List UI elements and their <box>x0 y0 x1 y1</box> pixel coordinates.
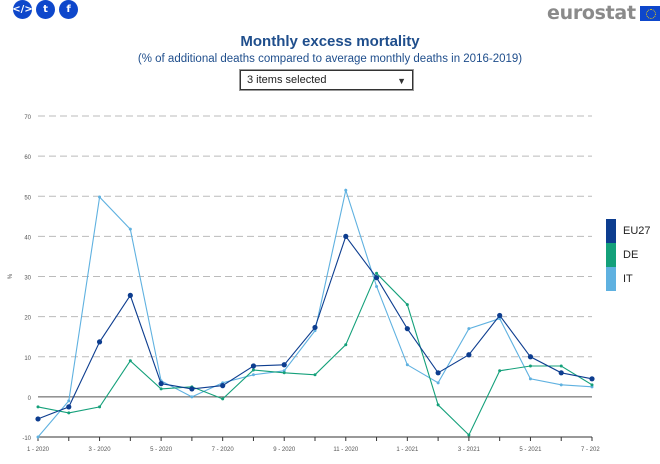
data-point-de <box>128 359 132 363</box>
data-point-eu27 <box>127 292 133 298</box>
legend-item-eu27[interactable]: EU27 <box>606 219 651 243</box>
x-tick-label: 9 - 2020 <box>273 447 296 453</box>
data-point-it <box>405 363 409 367</box>
data-point-eu27 <box>589 376 595 382</box>
data-point-eu27 <box>373 275 380 281</box>
data-point-de <box>344 343 348 347</box>
data-point-it <box>375 285 379 289</box>
x-tick-label: 5 - 2021 <box>519 447 542 453</box>
data-point-eu27 <box>281 362 287 368</box>
data-point-de <box>467 433 471 437</box>
x-tick-label: 3 - 2021 <box>458 447 481 453</box>
x-tick-label: 11 - 2020 <box>333 447 359 453</box>
y-axis-label: % <box>8 273 14 279</box>
data-point-it <box>436 381 440 385</box>
y-tick-label: 60 <box>24 155 31 161</box>
x-tick-label: 7 - 2020 <box>212 447 235 453</box>
data-point-eu27 <box>497 312 503 319</box>
country-select-value: 3 items selected <box>247 74 327 86</box>
data-point-eu27 <box>96 339 103 345</box>
data-point-de <box>498 369 502 373</box>
twitter-icon[interactable]: t <box>36 0 55 19</box>
embed-icon[interactable]: </> <box>12 0 33 19</box>
y-tick-label: 70 <box>24 115 31 121</box>
data-point-de <box>251 368 255 372</box>
data-point-de <box>159 387 163 391</box>
share-buttons: </> t f <box>12 0 78 19</box>
data-point-it <box>559 383 563 387</box>
legend-label: IT <box>623 273 633 285</box>
data-point-eu27 <box>35 416 41 422</box>
data-point-de <box>528 364 532 368</box>
data-point-de <box>436 403 440 407</box>
chevron-down-icon: ▼ <box>397 76 406 86</box>
data-point-eu27 <box>558 370 564 376</box>
data-point-eu27 <box>158 381 164 387</box>
country-select[interactable]: 3 items selected ▼ <box>240 70 413 90</box>
data-point-de <box>405 303 409 307</box>
data-point-eu27 <box>343 233 349 239</box>
data-point-it <box>128 227 132 231</box>
data-point-eu27 <box>66 404 72 410</box>
eu-flag-icon <box>639 5 660 21</box>
data-point-it <box>344 188 348 192</box>
data-point-eu27 <box>189 386 195 392</box>
legend-swatch <box>606 219 616 243</box>
x-tick-label: 3 - 2020 <box>89 447 112 453</box>
legend-label: DE <box>623 249 639 261</box>
facebook-icon[interactable]: f <box>59 0 78 19</box>
x-tick-label: 7 - 2021 <box>581 447 600 453</box>
legend-item-de[interactable]: DE <box>606 243 651 267</box>
data-point-de <box>221 397 225 401</box>
y-tick-label: 50 <box>24 195 31 201</box>
series-line-it <box>37 188 593 438</box>
y-tick-label: 20 <box>24 316 31 322</box>
y-tick-label: 10 <box>24 356 31 362</box>
data-point-de <box>590 383 594 387</box>
y-tick-label: -10 <box>22 436 31 442</box>
data-point-eu27 <box>435 370 441 376</box>
data-point-it <box>98 195 102 199</box>
chart-legend: EU27 DE IT <box>606 219 651 291</box>
logo-wordmark: eurostat <box>547 2 636 24</box>
data-point-de <box>67 411 71 415</box>
x-tick-label: 1 - 2020 <box>27 447 50 453</box>
data-point-de <box>98 405 102 409</box>
data-point-it <box>467 327 471 331</box>
x-tick-label: 1 - 2021 <box>396 447 419 453</box>
legend-label: EU27 <box>623 225 651 237</box>
legend-swatch <box>606 243 616 267</box>
data-point-de <box>313 373 317 377</box>
excess-mortality-chart: -10 0 10 20 30 40 50 60 70 1 - 2020 3 - 2020 5 - 20… <box>8 115 600 453</box>
series-line-de <box>37 272 593 436</box>
data-point-de <box>559 364 563 368</box>
legend-item-it[interactable]: IT <box>606 267 651 291</box>
chart-subtitle: (% of additional deaths compared to aver… <box>137 53 523 65</box>
legend-swatch <box>606 267 616 291</box>
eurostat-logo[interactable]: eurostat <box>547 2 660 24</box>
data-point-it <box>528 377 532 381</box>
data-point-eu27 <box>527 354 534 360</box>
data-point-de <box>282 371 286 375</box>
x-tick-label: 5 - 2020 <box>150 447 173 453</box>
y-tick-label: 40 <box>24 235 31 241</box>
y-tick-label: 30 <box>24 276 31 282</box>
data-point-it <box>67 399 71 403</box>
data-point-eu27 <box>220 383 226 389</box>
data-point-eu27 <box>404 326 410 332</box>
data-point-it <box>251 373 255 377</box>
data-point-eu27 <box>466 352 472 358</box>
data-point-eu27 <box>312 324 318 331</box>
data-point-it <box>36 435 40 439</box>
chart-title: Monthly excess mortality <box>240 33 420 50</box>
y-tick-label: 0 <box>28 396 32 402</box>
data-point-de <box>36 405 40 409</box>
data-point-eu27 <box>250 363 257 369</box>
data-point-de <box>375 271 379 275</box>
data-point-it <box>190 395 194 399</box>
